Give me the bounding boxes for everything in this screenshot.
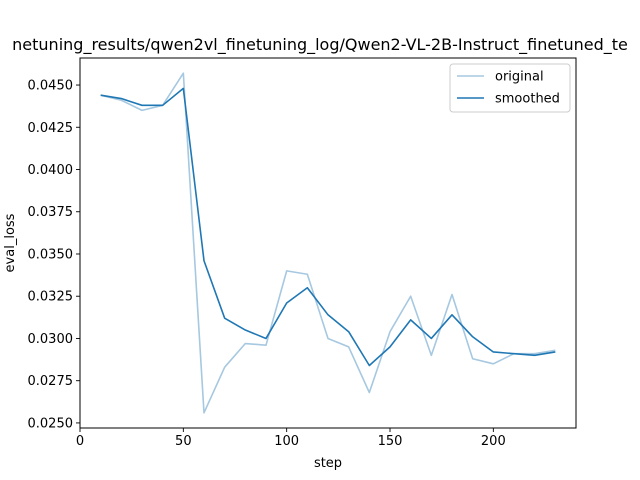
data-point-original-18 bbox=[471, 358, 473, 360]
data-point-smoothed-22 bbox=[554, 351, 556, 353]
y-tick-label: 0.0300 bbox=[28, 332, 74, 347]
data-point-smoothed-16 bbox=[430, 337, 432, 339]
data-point-original-7 bbox=[244, 342, 246, 344]
data-point-smoothed-19 bbox=[492, 351, 494, 353]
x-tick-label: 200 bbox=[481, 434, 506, 449]
y-tick-label: 0.0375 bbox=[28, 205, 74, 220]
data-point-smoothed-18 bbox=[471, 336, 473, 338]
data-point-original-17 bbox=[451, 293, 453, 295]
x-tick-label: 0 bbox=[76, 434, 84, 449]
y-tick-label: 0.0425 bbox=[28, 121, 74, 136]
chart-title: netuning_results/qwen2vl_finetuning_log/… bbox=[12, 35, 628, 55]
series-line-original bbox=[100, 72, 556, 414]
data-point-original-15 bbox=[409, 295, 411, 297]
x-tick-label: 50 bbox=[175, 434, 192, 449]
data-point-smoothed-7 bbox=[244, 329, 246, 331]
data-point-original-6 bbox=[223, 366, 225, 368]
legend: original smoothed bbox=[449, 63, 571, 113]
y-tick-label: 0.0250 bbox=[28, 416, 74, 431]
series-line-smoothed bbox=[100, 87, 556, 367]
data-point-smoothed-10 bbox=[306, 287, 308, 289]
data-point-smoothed-1 bbox=[120, 97, 122, 99]
data-point-smoothed-8 bbox=[265, 337, 267, 339]
y-tick-label: 0.0325 bbox=[28, 290, 74, 305]
plot-area bbox=[80, 58, 576, 428]
data-point-smoothed-2 bbox=[141, 104, 143, 106]
data-point-original-11 bbox=[327, 337, 329, 339]
x-tick-label: 100 bbox=[274, 434, 299, 449]
data-point-original-8 bbox=[265, 344, 267, 346]
legend-label-original: original bbox=[495, 70, 544, 85]
data-point-original-12 bbox=[347, 346, 349, 348]
y-tick-label: 0.0350 bbox=[28, 247, 74, 262]
y-tick-label: 0.0400 bbox=[28, 163, 74, 178]
y-tick-label: 0.0275 bbox=[28, 374, 74, 389]
x-tick-label: 150 bbox=[378, 434, 403, 449]
data-point-original-4 bbox=[182, 72, 184, 74]
data-point-smoothed-3 bbox=[161, 104, 163, 106]
data-point-original-2 bbox=[141, 109, 143, 111]
y-axis-label: eval_loss bbox=[3, 213, 18, 272]
data-point-original-19 bbox=[492, 363, 494, 365]
plot-frame bbox=[79, 57, 577, 429]
data-point-original-16 bbox=[430, 354, 432, 356]
data-point-original-14 bbox=[389, 331, 391, 333]
data-point-smoothed-9 bbox=[285, 302, 287, 304]
data-point-smoothed-6 bbox=[223, 317, 225, 319]
data-point-smoothed-5 bbox=[203, 260, 205, 262]
x-axis-label: step bbox=[314, 456, 342, 471]
data-point-smoothed-12 bbox=[347, 331, 349, 333]
data-point-original-13 bbox=[368, 391, 370, 393]
data-point-smoothed-11 bbox=[327, 314, 329, 316]
data-point-smoothed-21 bbox=[533, 354, 535, 356]
series-layer bbox=[99, 72, 556, 414]
data-point-smoothed-13 bbox=[368, 364, 370, 366]
y-axis: 0.0250 0.0275 0.0300 0.0325 0.0350 0.0375 0.04… bbox=[28, 79, 80, 431]
y-tick-label: 0.0450 bbox=[28, 79, 74, 94]
data-point-original-5 bbox=[203, 412, 205, 414]
legend-label-smoothed: smoothed bbox=[495, 92, 560, 107]
data-point-smoothed-15 bbox=[409, 319, 411, 321]
data-point-original-10 bbox=[306, 273, 308, 275]
data-point-smoothed-4 bbox=[182, 87, 184, 89]
x-axis: 0 50 100 150 200 bbox=[76, 428, 506, 449]
data-point-smoothed-17 bbox=[451, 314, 453, 316]
data-point-smoothed-14 bbox=[389, 346, 391, 348]
data-point-smoothed-0 bbox=[99, 94, 101, 96]
data-point-smoothed-20 bbox=[513, 352, 515, 354]
data-point-original-9 bbox=[285, 270, 287, 272]
